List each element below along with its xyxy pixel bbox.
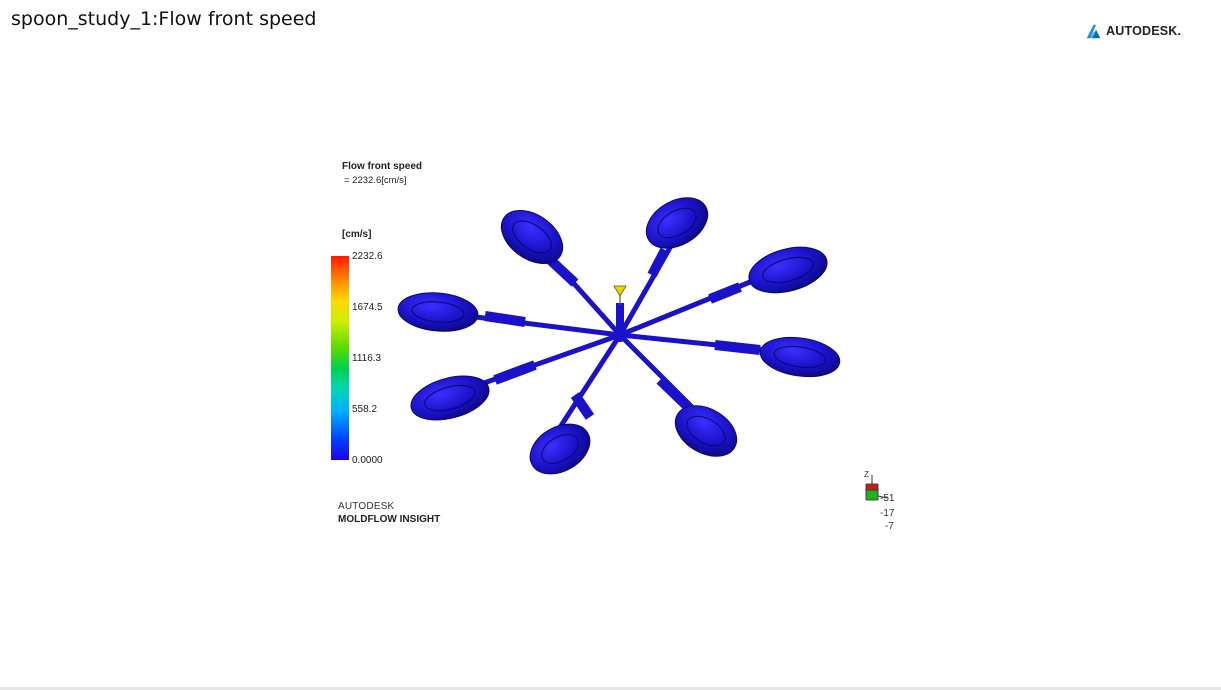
sprue: [613, 303, 627, 342]
runner-bottom: [552, 332, 623, 438]
orientation-triad-icon[interactable]: [860, 470, 900, 535]
scale-label-75: 1674.5: [352, 302, 383, 313]
cavity-top: [645, 197, 709, 249]
gate-top: [647, 247, 670, 278]
slide-bottom-border: [0, 687, 1221, 690]
cavity-left: [397, 292, 479, 332]
scale-label-25: 558.2: [352, 404, 378, 415]
moldflow-product-label: MOLDFLOW INSIGHT: [338, 514, 441, 525]
gate-bottom: [570, 392, 595, 420]
cavity-lower-right: [674, 405, 738, 457]
triad-value-1: -51: [880, 493, 895, 504]
cavity-lower-left: [410, 375, 490, 421]
injection-location-icon: [613, 285, 627, 305]
triad-axis-label: Z: [864, 470, 869, 479]
cavity-details: [411, 207, 827, 465]
model-viewport[interactable]: [390, 185, 860, 485]
cavity-upper-right: [748, 246, 828, 294]
slide-title: spoon_study_1:Flow front speed: [11, 8, 317, 30]
gate-right: [714, 340, 761, 355]
scale-label-50: 1116.3: [352, 353, 382, 364]
scale-label-max: 2232.6: [352, 251, 383, 262]
scale-label-min: 0.0000: [352, 455, 383, 466]
autodesk-logo-icon: [1086, 24, 1101, 38]
result-value: = 2232.6[cm/s]: [344, 175, 407, 186]
cavity-gates: [484, 247, 761, 420]
cavity-right: [759, 336, 841, 378]
scale-unit: [cm/s]: [342, 229, 372, 240]
gate-lower-left: [493, 360, 537, 385]
result-name: Flow front speed: [342, 161, 422, 172]
autodesk-brand: AUTODESK.: [1085, 21, 1181, 41]
moldflow-vendor-label: AUTODESK: [338, 501, 395, 512]
gate-upper-right: [708, 282, 742, 304]
color-scale-bar: [331, 256, 349, 460]
gate-lower-right: [656, 376, 692, 411]
triad-value-2: -17: [880, 508, 895, 519]
cavity-upper-left: [500, 209, 564, 265]
gate-left: [484, 311, 526, 327]
triad-value-3: -7: [885, 521, 894, 532]
autodesk-brand-name: AUTODESK.: [1106, 24, 1182, 38]
